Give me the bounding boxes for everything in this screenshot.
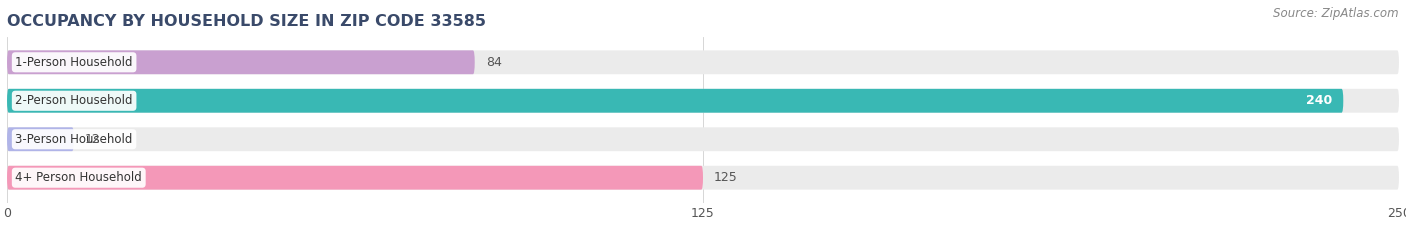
- FancyBboxPatch shape: [7, 166, 703, 190]
- FancyBboxPatch shape: [7, 89, 1343, 113]
- FancyBboxPatch shape: [7, 127, 75, 151]
- FancyBboxPatch shape: [7, 127, 1399, 151]
- Text: Source: ZipAtlas.com: Source: ZipAtlas.com: [1274, 7, 1399, 20]
- Text: OCCUPANCY BY HOUSEHOLD SIZE IN ZIP CODE 33585: OCCUPANCY BY HOUSEHOLD SIZE IN ZIP CODE …: [7, 14, 486, 29]
- Text: 4+ Person Household: 4+ Person Household: [15, 171, 142, 184]
- FancyBboxPatch shape: [7, 50, 475, 74]
- Text: 3-Person Household: 3-Person Household: [15, 133, 132, 146]
- Text: 12: 12: [84, 133, 101, 146]
- Text: 2-Person Household: 2-Person Household: [15, 94, 134, 107]
- Text: 125: 125: [714, 171, 738, 184]
- FancyBboxPatch shape: [7, 50, 1399, 74]
- Text: 1-Person Household: 1-Person Household: [15, 56, 134, 69]
- Text: 84: 84: [486, 56, 502, 69]
- FancyBboxPatch shape: [7, 89, 1399, 113]
- FancyBboxPatch shape: [7, 166, 1399, 190]
- Text: 240: 240: [1306, 94, 1331, 107]
